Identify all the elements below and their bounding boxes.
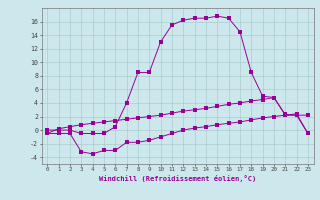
X-axis label: Windchill (Refroidissement éolien,°C): Windchill (Refroidissement éolien,°C): [99, 175, 256, 182]
